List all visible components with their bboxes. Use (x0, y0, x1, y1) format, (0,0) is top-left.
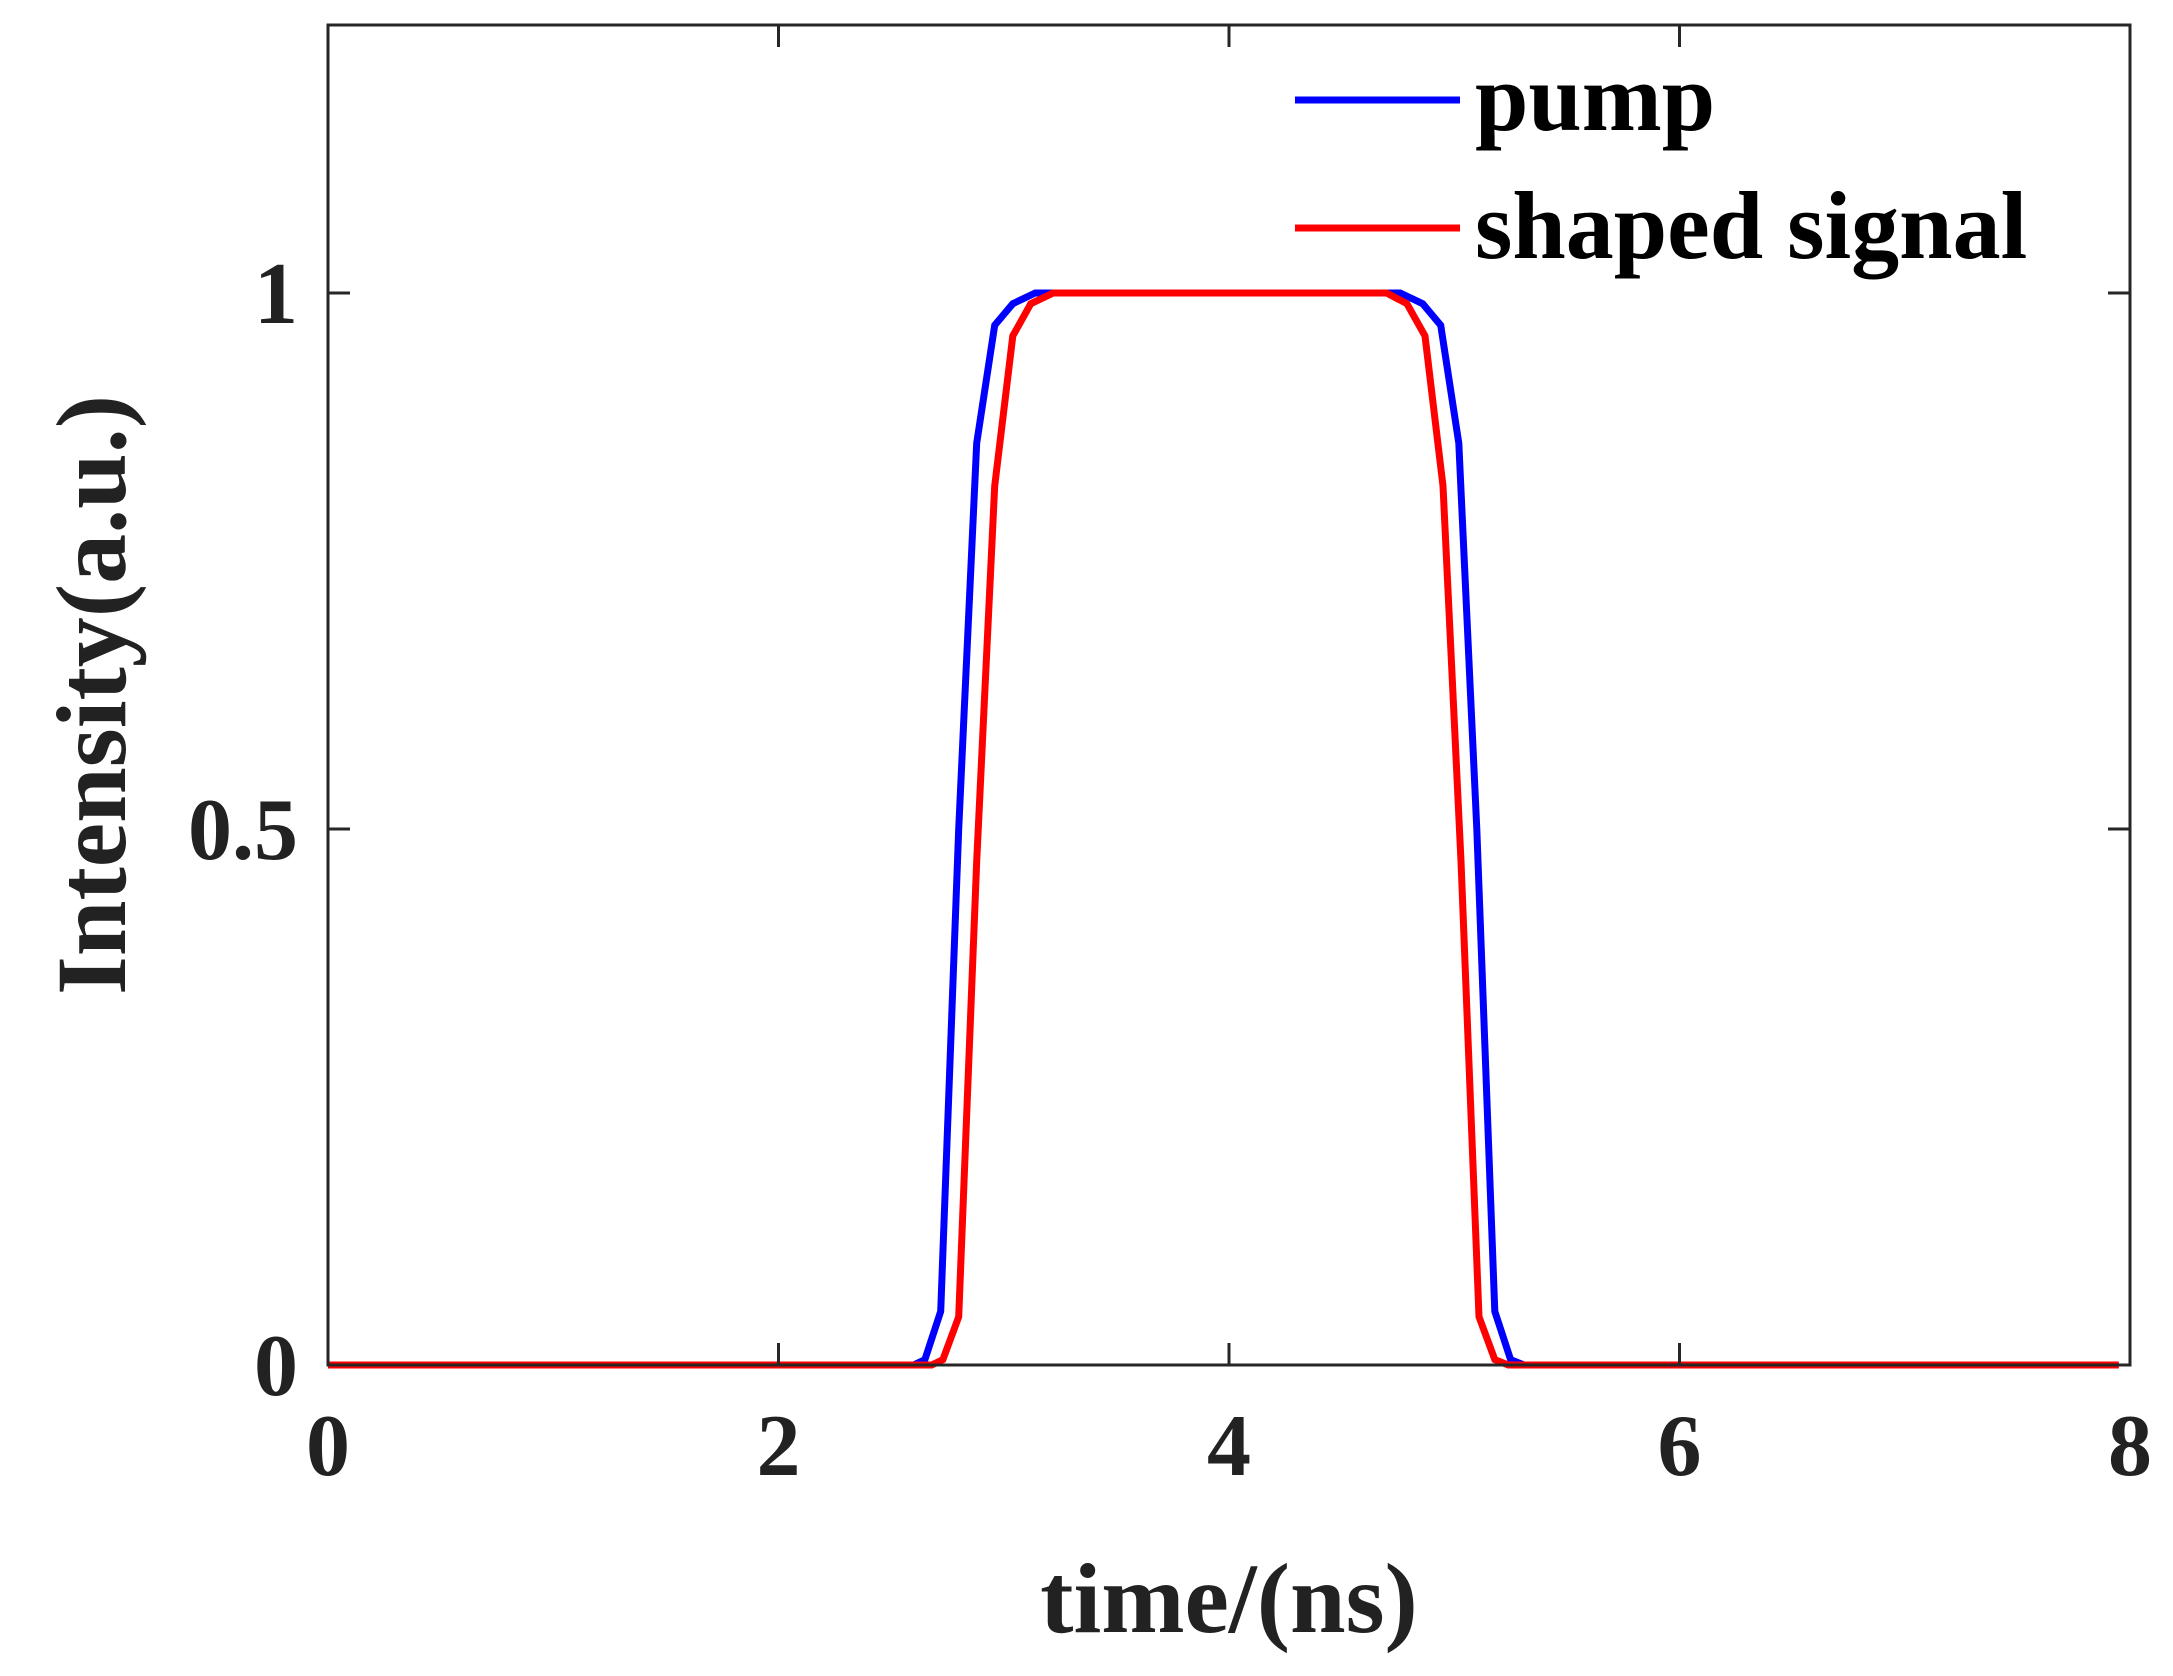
y-tick-label: 0 (254, 1318, 298, 1415)
x-tick-label: 6 (1658, 1398, 1702, 1495)
y-axis-label: Intensity(a.u.) (36, 395, 147, 995)
legend-label-pump: pump (1475, 44, 1715, 151)
y-tick-label: 1 (254, 246, 298, 343)
y-tick-label: 0.5 (188, 782, 298, 879)
x-axis-label: time/(ns) (1040, 1543, 1418, 1654)
series-line-shaped-signal (328, 289, 2119, 1369)
x-tick-label: 0 (306, 1398, 350, 1495)
legend: pump shaped signal (1295, 44, 2027, 279)
legend-label-shaped-signal: shaped signal (1475, 172, 2027, 279)
x-tick-label: 8 (2108, 1398, 2152, 1495)
x-tick-label: 4 (1207, 1398, 1251, 1495)
series-line-pump (328, 289, 2119, 1369)
x-tick-label: 2 (757, 1398, 801, 1495)
